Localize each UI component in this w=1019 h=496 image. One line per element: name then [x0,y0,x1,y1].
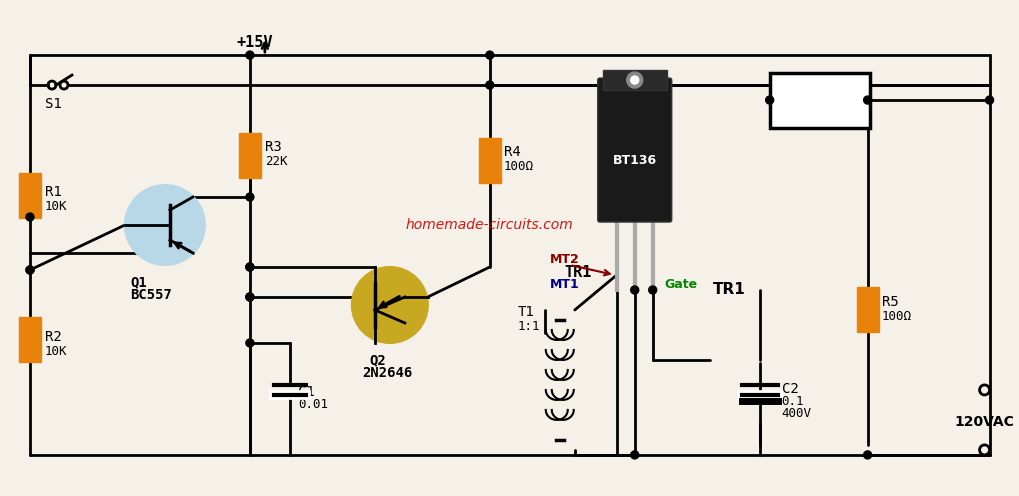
Circle shape [485,81,493,89]
Text: T1: T1 [518,305,534,319]
Text: Gate: Gate [664,278,697,292]
Text: Q1: Q1 [129,275,147,289]
Bar [19,317,41,363]
Circle shape [984,96,993,104]
Text: Q2: Q2 [370,353,386,367]
Text: 1:1: 1:1 [518,320,540,333]
Circle shape [246,263,254,271]
Circle shape [124,185,205,265]
Bar [856,288,877,332]
Text: BC557: BC557 [129,288,171,302]
Text: TR1: TR1 [712,283,745,298]
Text: BT136: BT136 [612,154,656,167]
Bar [769,72,869,127]
Circle shape [246,193,254,201]
Text: 10K: 10K [45,345,67,358]
Bar [478,137,500,183]
Text: MT2: MT2 [549,253,579,266]
Circle shape [25,266,34,274]
Text: C1: C1 [298,385,314,399]
Text: 10K: 10K [45,200,67,213]
Text: 400V: 400V [781,407,811,420]
Text: 0.1: 0.1 [781,395,803,408]
Circle shape [630,451,638,459]
Text: R4: R4 [503,145,520,159]
Text: R3: R3 [265,140,281,154]
Text: 100Ω: 100Ω [503,160,533,173]
Bar [238,132,261,178]
Text: MT1: MT1 [549,278,579,292]
Circle shape [630,286,638,294]
Circle shape [246,51,254,59]
Circle shape [626,72,642,88]
Circle shape [485,51,493,59]
FancyBboxPatch shape [597,78,672,222]
Text: R5: R5 [880,295,898,309]
Circle shape [25,213,34,221]
Circle shape [863,96,871,104]
Text: R1: R1 [45,185,62,199]
Bar [602,70,666,90]
Text: TR1: TR1 [565,265,592,280]
Text: homemade-circuits.com: homemade-circuits.com [406,218,573,232]
Circle shape [352,267,427,343]
Bar [19,173,41,218]
Text: 0.01: 0.01 [298,398,327,411]
Text: S1: S1 [45,97,62,111]
Text: 2N2646: 2N2646 [362,366,412,380]
Circle shape [246,263,254,271]
Circle shape [765,96,772,104]
Circle shape [630,76,638,84]
Text: +15V: +15V [236,35,273,50]
Circle shape [648,286,656,294]
Text: LOAD: LOAD [792,91,846,109]
Text: C2: C2 [781,382,798,396]
Circle shape [246,293,254,301]
Text: 100Ω: 100Ω [880,310,911,323]
Circle shape [25,266,34,274]
Text: 120VAC: 120VAC [954,415,1014,429]
Text: R2: R2 [45,330,62,344]
Circle shape [863,451,871,459]
Text: 22K: 22K [265,155,287,168]
Circle shape [246,293,254,301]
Circle shape [246,339,254,347]
